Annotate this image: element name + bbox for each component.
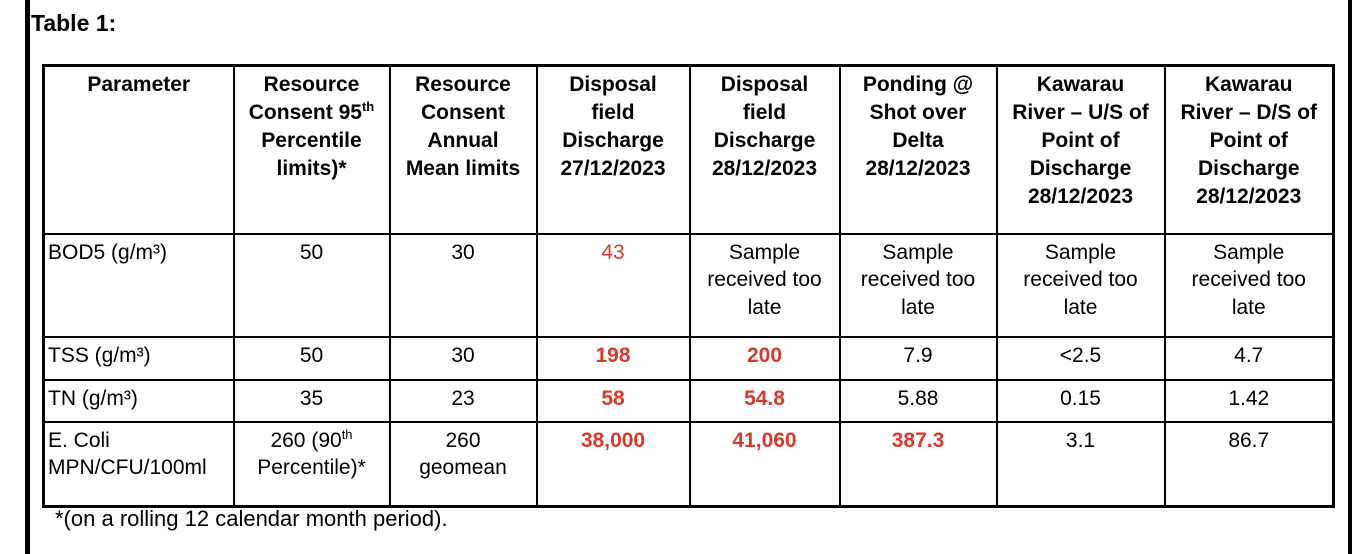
data-cell: 50 bbox=[232, 232, 391, 338]
data-cell: 50 bbox=[232, 335, 391, 381]
data-cell: Sample received too late bbox=[838, 232, 998, 338]
cell-text: Percentile)* bbox=[257, 456, 366, 480]
row-label-ecoli: E. Coli MPN/CFU/100ml bbox=[42, 420, 235, 508]
data-cell: <2.5 bbox=[995, 335, 1166, 381]
header-text: Percentile limits)* bbox=[261, 128, 362, 180]
page-border-right bbox=[1348, 0, 1352, 554]
footnote: *(on a rolling 12 calendar month period)… bbox=[55, 506, 448, 531]
data-cell-exceedance: 200 bbox=[688, 335, 841, 381]
table-row-ecoli: E. Coli MPN/CFU/100ml 260 (90th Percenti… bbox=[42, 420, 1335, 508]
data-cell-exceedance: 41,060 bbox=[688, 420, 841, 508]
data-cell: 30 bbox=[388, 232, 538, 338]
data-cell-exceedance: 387.3 bbox=[838, 420, 998, 508]
data-cell: Sample received too late bbox=[995, 232, 1166, 338]
table-row-bod5: BOD5 (g/m³) 50 30 43 Sample received too… bbox=[42, 232, 1335, 338]
table-row-tn: TN (g/m³) 35 23 58 54.8 5.88 0.15 1.42 bbox=[42, 378, 1335, 423]
data-cell-ecoli-limit: 260 (90th Percentile)* bbox=[232, 420, 391, 508]
col-header-kawarau-upstream: Kawarau River – U/S of Point of Discharg… bbox=[995, 64, 1166, 235]
row-label-bod5: BOD5 (g/m³) bbox=[42, 232, 235, 338]
data-cell: 35 bbox=[232, 378, 391, 423]
row-label-tn: TN (g/m³) bbox=[42, 378, 235, 423]
data-cell: 23 bbox=[388, 378, 538, 423]
water-quality-results-table: Parameter Resource Consent 95th Percenti… bbox=[42, 64, 1335, 508]
col-header-consent-95th-percentile: Resource Consent 95th Percentile limits)… bbox=[232, 64, 391, 235]
data-cell: 1.42 bbox=[1163, 378, 1335, 423]
data-cell-exceedance: 58 bbox=[535, 378, 691, 423]
col-header-disposal-field-27-12: Disposal field Discharge 27/12/2023 bbox=[535, 64, 691, 235]
header-row: Parameter Resource Consent 95th Percenti… bbox=[42, 64, 1335, 235]
data-cell: 3.1 bbox=[995, 420, 1166, 508]
col-header-consent-annual-mean: Resource Consent Annual Mean limits bbox=[388, 64, 538, 235]
page-border-left bbox=[25, 0, 30, 554]
data-cell: Sample received too late bbox=[688, 232, 841, 338]
table-title: Table 1: bbox=[31, 10, 117, 36]
data-cell: Sample received too late bbox=[1163, 232, 1335, 338]
data-cell: 30 bbox=[388, 335, 538, 381]
col-header-kawarau-downstream: Kawarau River – D/S of Point of Discharg… bbox=[1163, 64, 1335, 235]
data-cell-exceedance: 43 bbox=[535, 232, 691, 338]
data-cell: 0.15 bbox=[995, 378, 1166, 423]
data-cell-exceedance: 38,000 bbox=[535, 420, 691, 508]
cell-text: 260 (90 bbox=[270, 428, 342, 452]
col-header-ponding-shotover-delta: Ponding @ Shot over Delta 28/12/2023 bbox=[838, 64, 998, 235]
data-cell: 5.88 bbox=[838, 378, 998, 423]
superscript-th: th bbox=[361, 98, 375, 114]
data-cell: 86.7 bbox=[1163, 420, 1335, 508]
data-cell-exceedance: 198 bbox=[535, 335, 691, 381]
data-cell: 260 geomean bbox=[388, 420, 538, 508]
superscript-th: th bbox=[341, 426, 353, 442]
col-header-parameter: Parameter bbox=[42, 64, 235, 235]
row-label-tss: TSS (g/m³) bbox=[42, 335, 235, 381]
header-text: Resource Consent 95 bbox=[248, 73, 362, 124]
data-cell: 7.9 bbox=[838, 335, 998, 381]
data-cell: 4.7 bbox=[1163, 335, 1335, 381]
data-cell-exceedance: 54.8 bbox=[688, 378, 841, 423]
col-header-disposal-field-28-12: Disposal field Discharge 28/12/2023 bbox=[688, 64, 841, 235]
table-row-tss: TSS (g/m³) 50 30 198 200 7.9 <2.5 4.7 bbox=[42, 335, 1335, 381]
